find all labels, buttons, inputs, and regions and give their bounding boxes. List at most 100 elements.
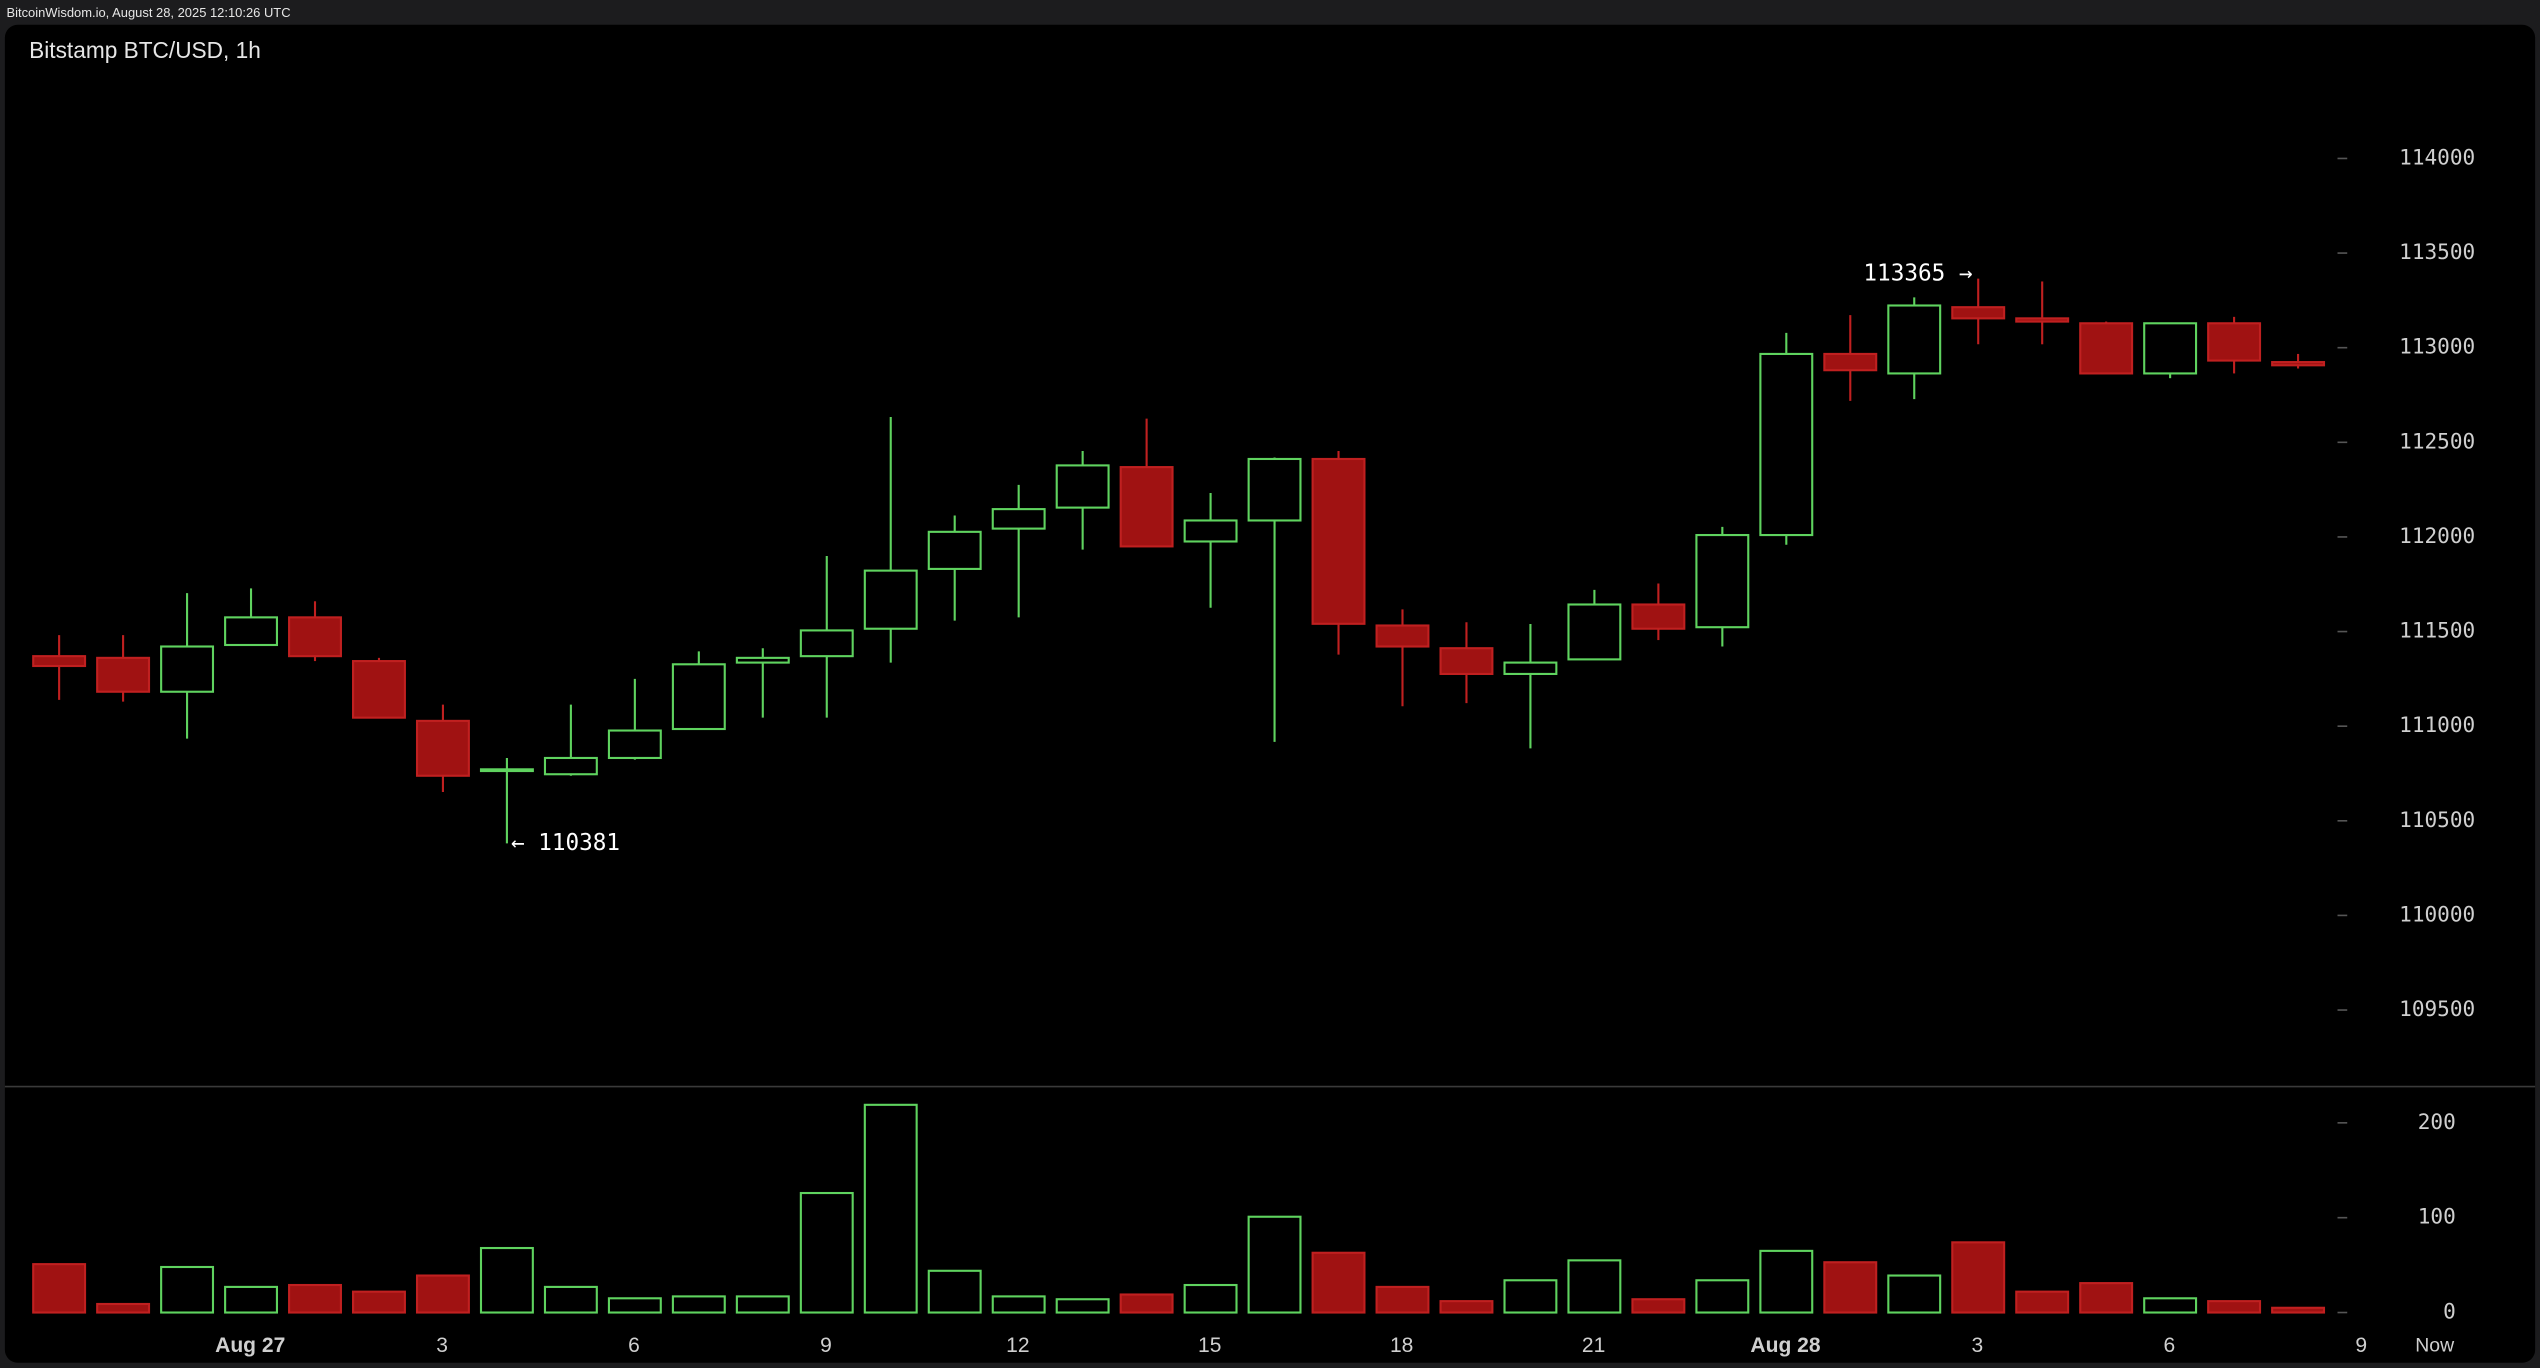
x-tick-label: Aug 27 <box>215 1334 285 1357</box>
volume-bar <box>415 1274 470 1314</box>
x-tick-label: Aug 28 <box>1750 1334 1820 1357</box>
x-tick-label: 18 <box>1390 1334 1413 1357</box>
candle-body <box>1375 624 1430 648</box>
volume-bar <box>1567 1259 1622 1314</box>
volume-bar <box>2015 1290 2070 1314</box>
volume-bar <box>1439 1300 1494 1314</box>
y-tick-label: 111000 <box>2399 712 2475 737</box>
candle-body <box>863 569 918 630</box>
x-tick-label: 9 <box>2355 1334 2367 1357</box>
candle-body <box>32 655 87 668</box>
candle-body <box>1439 647 1494 676</box>
annotation: 113365 → <box>1863 260 1972 286</box>
candle-body <box>2207 322 2262 362</box>
annotation: ← 110381 <box>511 830 620 856</box>
volume-bar <box>607 1297 662 1314</box>
volume-bar <box>224 1285 279 1314</box>
y-tick-label: 113000 <box>2399 334 2475 359</box>
candle-body <box>799 629 854 658</box>
volume-bar <box>160 1265 215 1314</box>
volume-bar <box>288 1283 342 1314</box>
y-tick-label: 112000 <box>2399 523 2475 548</box>
x-tick-label: 3 <box>1972 1334 1984 1357</box>
x-tick-label: 15 <box>1198 1334 1221 1357</box>
volume-bar <box>543 1285 598 1314</box>
candle-body <box>224 616 279 647</box>
candle-body <box>1759 352 1814 537</box>
candle-body <box>288 616 342 658</box>
volume-bar <box>32 1263 87 1314</box>
volume-bar <box>1887 1274 1942 1314</box>
candle-body <box>1183 519 1238 543</box>
volume-bar <box>1183 1283 1238 1314</box>
volume-bar <box>352 1290 406 1314</box>
candle-body <box>1119 466 1174 548</box>
candle-body <box>96 656 151 693</box>
y-tick-label: 109500 <box>2399 996 2475 1021</box>
volume-bar <box>1823 1261 1878 1314</box>
y-tick-label: 114000 <box>2399 144 2475 169</box>
candle-body <box>543 756 598 776</box>
volume-bar <box>479 1246 534 1314</box>
candle-body <box>1951 306 2006 320</box>
candle-body <box>2143 322 2198 375</box>
volume-bar <box>1119 1293 1174 1314</box>
volume-bar <box>2143 1297 2198 1314</box>
volume-bar <box>2207 1300 2262 1314</box>
candle-body <box>735 656 790 664</box>
candle-body <box>2271 361 2326 367</box>
volume-bar <box>671 1295 726 1314</box>
volume-bar <box>735 1295 790 1314</box>
candle-body <box>160 645 215 693</box>
candle-body <box>2015 317 2070 323</box>
y-tick-label: 110000 <box>2399 901 2475 926</box>
candle-body <box>607 729 662 760</box>
y-tick-label: 113500 <box>2399 239 2475 264</box>
candle-body <box>1695 533 1750 629</box>
candle-body <box>1055 464 1110 509</box>
candle-body <box>1311 457 1366 625</box>
candle-body <box>1503 661 1558 676</box>
candle-body <box>2079 322 2134 375</box>
candle-body <box>991 508 1046 530</box>
candle-body <box>1631 603 1686 630</box>
volume-bar <box>1311 1251 1366 1314</box>
y-tick-label: 110500 <box>2399 807 2475 832</box>
x-tick-label: 12 <box>1006 1334 1029 1357</box>
chart-title: Bitstamp BTC/USD, 1h <box>29 37 261 63</box>
volume-tick-label: 100 <box>2418 1204 2456 1229</box>
volume-bar <box>1247 1215 1302 1314</box>
x-tick-label: 6 <box>2163 1334 2175 1357</box>
candle-body <box>1823 352 1878 372</box>
candle-body <box>1247 457 1302 522</box>
volume-bar <box>1503 1279 1558 1314</box>
volume-bar <box>1055 1298 1110 1314</box>
candle-body <box>1567 603 1622 661</box>
candle-body <box>1887 304 1942 375</box>
volume-bar <box>1631 1298 1686 1314</box>
volume-bar <box>1375 1285 1430 1314</box>
volume-bar <box>1951 1241 2006 1314</box>
x-tick-label: 9 <box>820 1334 832 1357</box>
now-label: Now <box>2415 1335 2455 1357</box>
candle-body <box>927 530 982 570</box>
candle-body <box>415 719 470 777</box>
candle-body <box>671 663 726 731</box>
x-tick-label: 6 <box>628 1334 640 1357</box>
volume-bar <box>863 1103 918 1314</box>
candle-body <box>352 660 406 719</box>
volume-tick-label: 200 <box>2418 1109 2456 1134</box>
volume-bar <box>799 1191 854 1314</box>
volume-bar <box>2079 1282 2134 1314</box>
volume-bar <box>991 1295 1046 1314</box>
volume-bar <box>96 1302 151 1314</box>
y-tick-label: 112500 <box>2399 428 2475 453</box>
volume-bar <box>927 1269 982 1314</box>
volume-bar <box>1759 1249 1814 1314</box>
x-tick-label: 3 <box>436 1334 448 1357</box>
source: BitcoinWisdom.io, August 28, 2025 12:10:… <box>6 5 290 20</box>
x-tick-label: 21 <box>1582 1334 1605 1357</box>
volume-bar <box>1695 1279 1750 1314</box>
volume-bar <box>2271 1306 2326 1314</box>
